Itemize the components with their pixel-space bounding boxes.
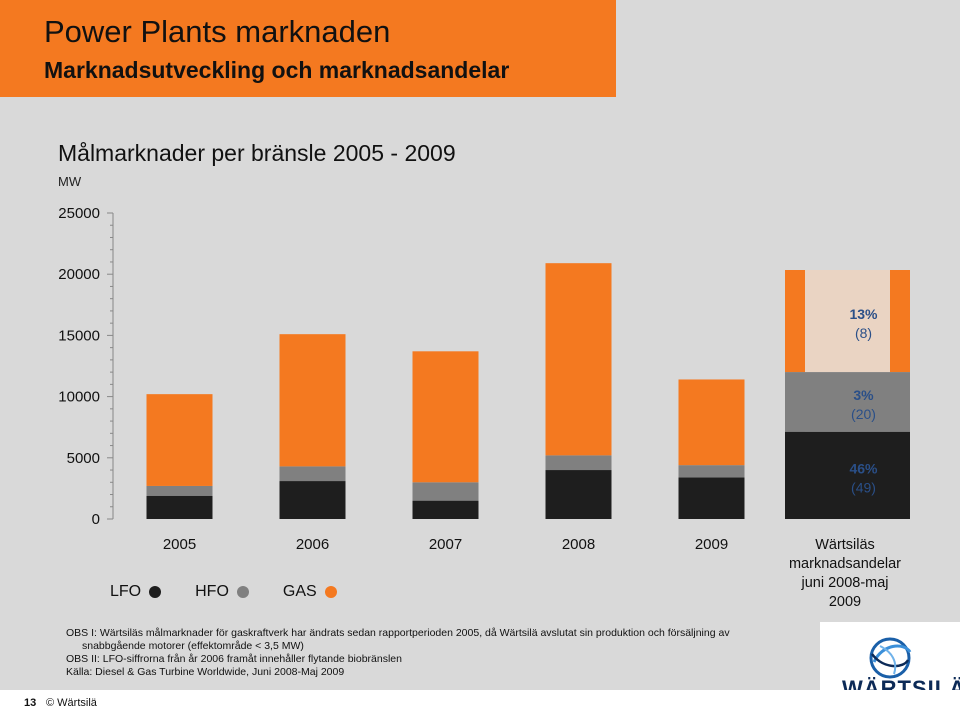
legend-dot-icon bbox=[324, 586, 337, 598]
y-tick-label: 10000 bbox=[58, 389, 100, 406]
share-segment-2 bbox=[785, 431, 910, 519]
y-axis: 0 5000 10000 15000 20000 25000 bbox=[58, 205, 114, 528]
legend-item-lfo: LFO bbox=[110, 583, 173, 601]
y-axis-unit: MW bbox=[58, 174, 82, 189]
share-percent: 13% bbox=[849, 306, 878, 322]
legend-item-hfo: HFO bbox=[195, 583, 261, 601]
note-line-4: Källa: Diesel & Gas Turbine Worldwide, J… bbox=[66, 666, 345, 678]
share-percent: 46% bbox=[849, 460, 878, 476]
share-caption-line: juni 2008-maj bbox=[800, 575, 888, 591]
share-rank: (20) bbox=[851, 406, 876, 422]
bar-lfo-2005 bbox=[146, 495, 213, 519]
share-caption-line: 2009 bbox=[829, 594, 861, 610]
copyright: © Wärtsilä bbox=[46, 697, 97, 709]
y-tick-label: 15000 bbox=[58, 327, 100, 344]
bar-lfo-2006 bbox=[279, 481, 346, 519]
legend-label: LFO bbox=[110, 583, 142, 600]
header-banner: Power Plants marknaden Marknadsutvecklin… bbox=[0, 0, 616, 97]
x-tick-labels: 2005 2006 2007 2008 2009 bbox=[163, 536, 728, 553]
bar-gas-2007 bbox=[412, 351, 479, 483]
bar-hfo-2005 bbox=[146, 485, 213, 496]
bar-gas-2005 bbox=[146, 394, 213, 486]
share-segment-1 bbox=[785, 372, 910, 432]
y-tick-label: 20000 bbox=[58, 266, 100, 283]
note-line-1: OBS I: Wärtsiläs målmarknader för gaskra… bbox=[66, 627, 730, 639]
bar-lfo-2007 bbox=[412, 500, 479, 519]
bar-lfo-2009 bbox=[678, 477, 745, 519]
bar-hfo-2006 bbox=[279, 466, 346, 482]
logo-swirl-icon bbox=[869, 637, 912, 679]
x-tick-label: 2007 bbox=[429, 536, 462, 553]
legend-label: GAS bbox=[282, 583, 317, 600]
y-tick-label: 0 bbox=[92, 511, 100, 528]
page-subtitle: Marknadsutveckling och marknadsandelar bbox=[44, 57, 510, 83]
notes: OBS I: Wärtsiläs målmarknader för gaskra… bbox=[66, 627, 816, 679]
market-share-bar: 13% (8) 3% (20) 46% (49) Wärtsiläs marknadsande… bbox=[785, 270, 910, 610]
bar-gas-2006 bbox=[279, 334, 346, 467]
bar-hfo-2008 bbox=[545, 455, 612, 471]
x-tick-label: 2009 bbox=[695, 536, 728, 553]
share-rank: (8) bbox=[855, 325, 872, 341]
bar-hfo-2009 bbox=[678, 465, 745, 478]
share-caption-line: marknadsandelar bbox=[789, 556, 901, 572]
share-percent: 3% bbox=[853, 387, 874, 403]
footer: 13 © Wärtsilä bbox=[0, 690, 960, 718]
page-title: Power Plants marknaden bbox=[44, 14, 391, 49]
x-tick-label: 2006 bbox=[296, 536, 329, 553]
legend-label: HFO bbox=[195, 583, 229, 600]
bar-gas-2008 bbox=[545, 263, 612, 456]
y-tick-label: 5000 bbox=[67, 450, 100, 467]
legend: LFO HFO GAS bbox=[110, 583, 371, 601]
share-caption-line: Wärtsiläs bbox=[815, 537, 875, 553]
x-tick-label: 2008 bbox=[562, 536, 595, 553]
bar-lfo-2008 bbox=[545, 470, 612, 519]
x-tick-label: 2005 bbox=[163, 536, 196, 553]
bar-hfo-2007 bbox=[412, 482, 479, 501]
legend-dot-icon bbox=[236, 586, 249, 598]
legend-dot-icon bbox=[149, 586, 162, 598]
note-line-3: OBS II: LFO-siffrorna från år 2006 framå… bbox=[66, 653, 402, 665]
bar-gas-2009 bbox=[678, 379, 745, 466]
page-number: 13 bbox=[24, 697, 37, 709]
note-line-2: snabbgående motorer (effektområde < 3,5 … bbox=[82, 640, 304, 652]
legend-item-gas: GAS bbox=[283, 583, 349, 601]
bars bbox=[146, 263, 745, 519]
y-tick-label: 25000 bbox=[58, 205, 100, 222]
chart-title: Målmarknader per bränsle 2005 - 2009 bbox=[58, 140, 456, 166]
share-rank: (49) bbox=[851, 479, 876, 495]
